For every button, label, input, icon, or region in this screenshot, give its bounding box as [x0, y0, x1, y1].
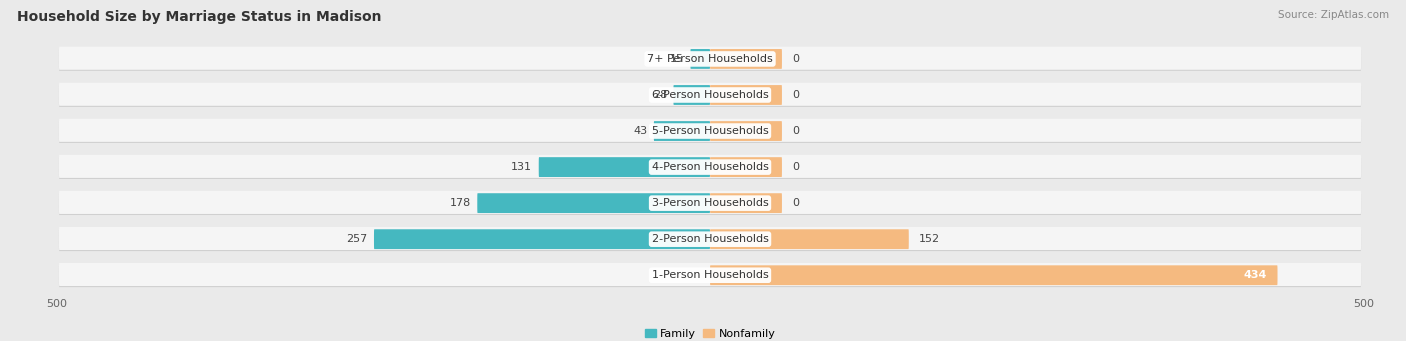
- Text: 7+ Person Households: 7+ Person Households: [647, 54, 773, 64]
- FancyBboxPatch shape: [59, 47, 1361, 70]
- FancyBboxPatch shape: [538, 157, 710, 177]
- FancyBboxPatch shape: [59, 120, 1361, 143]
- FancyBboxPatch shape: [710, 121, 782, 141]
- Text: 2-Person Households: 2-Person Households: [651, 234, 769, 244]
- FancyBboxPatch shape: [654, 121, 710, 141]
- Text: 43: 43: [633, 126, 647, 136]
- Text: 0: 0: [793, 162, 800, 172]
- FancyBboxPatch shape: [374, 229, 710, 249]
- Text: 28: 28: [652, 90, 666, 100]
- Text: 152: 152: [920, 234, 941, 244]
- FancyBboxPatch shape: [59, 191, 1361, 214]
- FancyBboxPatch shape: [59, 227, 1361, 250]
- FancyBboxPatch shape: [59, 264, 1361, 287]
- FancyBboxPatch shape: [59, 263, 1361, 286]
- Text: Source: ZipAtlas.com: Source: ZipAtlas.com: [1278, 10, 1389, 20]
- Text: 5-Person Households: 5-Person Households: [651, 126, 769, 136]
- Text: 0: 0: [793, 90, 800, 100]
- Text: 0: 0: [793, 198, 800, 208]
- FancyBboxPatch shape: [710, 229, 908, 249]
- FancyBboxPatch shape: [59, 84, 1361, 107]
- Text: 0: 0: [793, 126, 800, 136]
- FancyBboxPatch shape: [710, 265, 1278, 285]
- FancyBboxPatch shape: [59, 228, 1361, 251]
- Text: 15: 15: [669, 54, 683, 64]
- Text: 434: 434: [1244, 270, 1267, 280]
- FancyBboxPatch shape: [59, 156, 1361, 179]
- Text: 131: 131: [512, 162, 533, 172]
- FancyBboxPatch shape: [477, 193, 710, 213]
- FancyBboxPatch shape: [690, 49, 710, 69]
- FancyBboxPatch shape: [59, 155, 1361, 178]
- Text: 3-Person Households: 3-Person Households: [651, 198, 769, 208]
- FancyBboxPatch shape: [59, 48, 1361, 71]
- FancyBboxPatch shape: [59, 119, 1361, 142]
- Text: 257: 257: [346, 234, 367, 244]
- FancyBboxPatch shape: [59, 192, 1361, 215]
- FancyBboxPatch shape: [710, 49, 782, 69]
- Text: 4-Person Households: 4-Person Households: [651, 162, 769, 172]
- Text: 178: 178: [450, 198, 471, 208]
- FancyBboxPatch shape: [710, 193, 782, 213]
- FancyBboxPatch shape: [710, 157, 782, 177]
- FancyBboxPatch shape: [673, 85, 710, 105]
- Legend: Family, Nonfamily: Family, Nonfamily: [640, 324, 780, 341]
- FancyBboxPatch shape: [59, 83, 1361, 106]
- Text: 1-Person Households: 1-Person Households: [651, 270, 769, 280]
- FancyBboxPatch shape: [710, 85, 782, 105]
- Text: 0: 0: [793, 54, 800, 64]
- Text: Household Size by Marriage Status in Madison: Household Size by Marriage Status in Mad…: [17, 10, 381, 24]
- Text: 6-Person Households: 6-Person Households: [651, 90, 769, 100]
